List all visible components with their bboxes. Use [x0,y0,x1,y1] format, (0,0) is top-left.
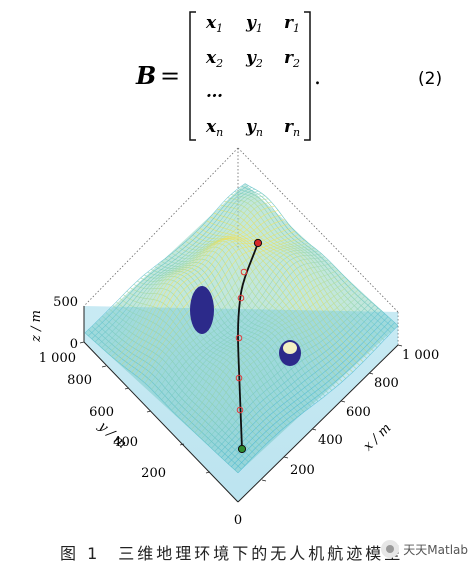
y-tick-label: 200 [141,466,166,481]
x-tick-label: 400 [318,433,343,448]
figure-title: 三维地理环境下的无人机航迹模型 [118,544,404,563]
equation-equals: = [160,62,180,90]
equation-matrix-b: B = x1 y1 r1 x2 y2 r2 … xn yn rn . (2) [135,11,442,141]
figure-caption: 图 1 三维地理环境下的无人机航迹模型 [60,540,421,564]
z-tick-label: 500 [53,295,78,310]
axis-box-front [83,306,399,503]
y-tick-label: 400 [113,435,138,450]
matrix-left-bracket [189,11,196,141]
terrain-surface [84,183,399,502]
flight-path [235,238,263,454]
y-tick-label: 800 [67,373,92,388]
waypoint-marker [237,294,245,302]
watermark: 天天Matlab [381,540,468,558]
z-axis-label: z / m [29,310,44,343]
matrix-cells: x1 y1 r1 x2 y2 r2 … xn yn rn [205,13,300,139]
matrix-cell: r1 [284,13,300,35]
figure-number: 图 1 [60,544,101,563]
y-tick-label: 600 [89,405,114,420]
matrix-cell: xn [205,117,223,139]
matrix-cell: r2 [284,48,300,70]
wechat-icon [381,540,400,558]
x-tick-label: 800 [374,376,399,391]
matrix-cell: y2 [245,48,263,70]
waypoint-marker [235,374,243,382]
matrix-cell: yn [245,117,263,139]
matrix-cell: rn [284,117,300,139]
x-tick-label: 200 [290,463,315,478]
matrix-cell: x2 [205,48,223,70]
origin-tick-label: 0 [234,513,242,528]
watermark-text: 天天Matlab [403,542,468,557]
matrix-right-bracket [304,11,311,141]
matrix-cell: x1 [205,13,223,35]
x-tick-label: 600 [346,405,371,420]
x-axis-label: x / m [361,421,394,454]
y-tick-label: 1 000 [39,351,76,366]
x-tick-label: 1 000 [402,348,439,363]
obstacles [190,286,301,366]
matrix-cell: … [206,82,223,102]
matrix-cell: y1 [245,13,263,35]
z-tick-label: 0 [70,337,78,352]
equation-lhs: B [135,61,156,90]
waypoint-marker [240,268,248,276]
obstacle-cylinder-2-top [283,342,297,354]
equation-number: (2) [418,69,442,89]
obstacle-cylinder-1 [190,286,214,334]
path-start-marker [237,444,247,454]
waypoint-marker [235,334,243,342]
equation-period: . [314,65,321,90]
waypoint-marker [236,406,244,414]
path-goal-marker [253,238,263,248]
